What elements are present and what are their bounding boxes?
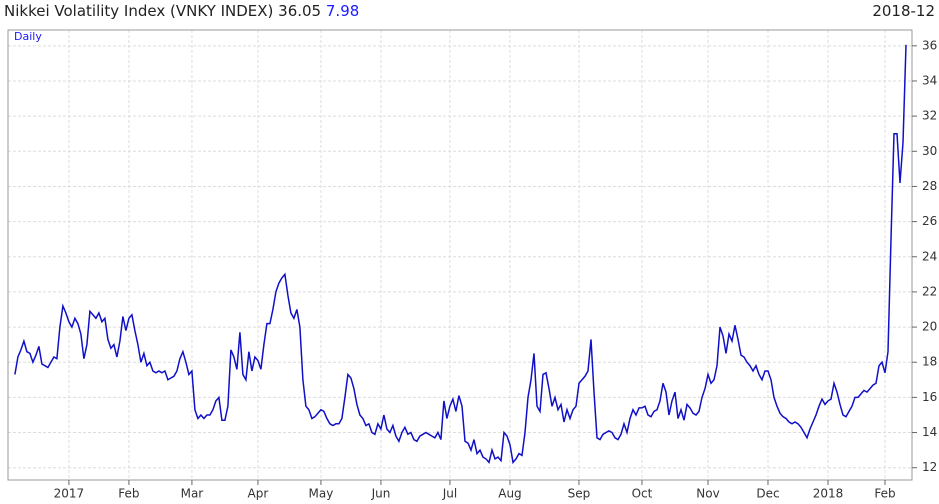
x-tick-label: Nov (696, 487, 719, 501)
y-tick-label: 26 (922, 214, 937, 228)
x-tick-label: Feb (874, 487, 895, 501)
x-tick-label: May (309, 487, 334, 501)
y-tick-label: 12 (922, 460, 937, 474)
x-tick-label: Oct (632, 487, 653, 501)
x-tick-label: Mar (181, 487, 204, 501)
y-tick-label: 14 (922, 425, 937, 439)
x-tick-label: Feb (118, 487, 139, 501)
x-tick-label: 2017 (54, 487, 85, 501)
y-tick-label: 20 (922, 320, 937, 334)
y-tick-label: 18 (922, 355, 937, 369)
frequency-label: Daily (14, 30, 42, 43)
y-tick-label: 36 (922, 38, 937, 52)
y-tick-label: 32 (922, 109, 937, 123)
x-tick-label: 2018 (813, 487, 844, 501)
header: Nikkei Volatility Index (VNKY INDEX) 36.… (4, 2, 935, 26)
title: Nikkei Volatility Index (VNKY INDEX) (4, 2, 274, 20)
plot-frame (7, 29, 913, 481)
x-tick-label: Sep (568, 487, 591, 501)
date: 2018-12 (872, 2, 935, 20)
change-value: 7.98 (325, 2, 360, 20)
last-value: 36.05 (278, 2, 322, 20)
y-tick-label: 28 (922, 179, 937, 193)
x-tick-label: Apr (248, 487, 269, 501)
y-tick-label: 24 (922, 249, 937, 263)
y-tick-label: 16 (922, 390, 937, 404)
x-tick-label: Jun (371, 487, 391, 501)
line-series (14, 44, 907, 465)
y-tick-label: 34 (922, 73, 937, 87)
x-tick-label: Dec (756, 487, 779, 501)
x-tick-label: Aug (498, 487, 521, 501)
y-tick-label: 22 (922, 284, 937, 298)
x-tick-label: Jul (442, 487, 457, 501)
y-tick-label: 30 (922, 144, 937, 158)
